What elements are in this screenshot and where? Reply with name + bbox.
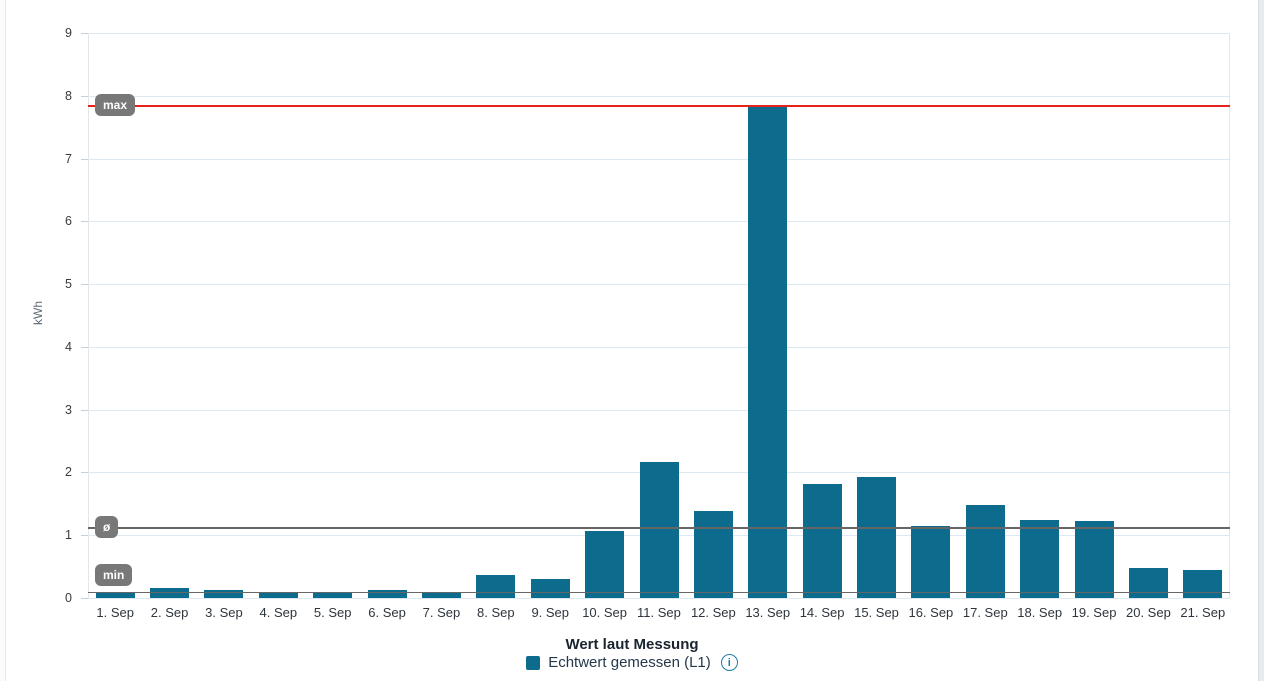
marker-line-avg: [88, 527, 1230, 529]
grid-line: [88, 346, 1230, 348]
info-icon[interactable]: i: [720, 654, 738, 671]
y-tick-mark: [81, 221, 88, 223]
x-tick-label: 18. Sep: [1017, 605, 1063, 620]
y-tick-label: 5: [65, 277, 72, 292]
bar[interactable]: [204, 590, 244, 598]
x-tick-label: 15. Sep: [854, 605, 899, 620]
marker-pill-max: max: [95, 93, 136, 116]
card-left-border: [0, 0, 6, 681]
x-tick-label: 20. Sep: [1126, 605, 1171, 620]
x-tick-label: 14. Sep: [799, 605, 845, 620]
legend-swatch: [526, 655, 541, 670]
grid-line: [88, 95, 1230, 97]
marker-line-min: [88, 591, 1230, 594]
x-tick-label: 8. Sep: [477, 605, 515, 620]
y-tick-label: 2: [65, 465, 72, 480]
y-tick-label: 4: [65, 339, 72, 354]
bar[interactable]: [1020, 520, 1060, 598]
x-tick-label: 3. Sep: [205, 605, 243, 620]
legend: Echtwert gemessen (L1) i: [0, 654, 1264, 671]
x-tick-label: 7. Sep: [422, 605, 461, 620]
x-tick-label: 21. Sep: [1180, 605, 1226, 620]
x-tick-label: 1. Sep: [96, 605, 134, 620]
bar[interactable]: [639, 461, 679, 598]
bar[interactable]: [95, 591, 135, 598]
grid-line: [88, 158, 1230, 160]
x-tick-label: 17. Sep: [962, 605, 1008, 620]
y-tick-mark: [81, 409, 88, 411]
bar[interactable]: [1074, 520, 1114, 598]
y-tick-mark: [81, 346, 88, 348]
x-tick-label: 6. Sep: [368, 605, 406, 620]
bar[interactable]: [1183, 569, 1223, 598]
bar[interactable]: [476, 575, 516, 598]
bar[interactable]: [530, 578, 570, 598]
x-tick-label: 11. Sep: [637, 605, 681, 620]
bar[interactable]: [802, 484, 842, 598]
plot-area: [88, 33, 1230, 599]
y-tick-mark: [81, 535, 88, 537]
y-tick-label: 7: [65, 151, 72, 166]
bar[interactable]: [857, 476, 897, 598]
y-tick-label: 8: [65, 88, 72, 103]
y-tick-label: 1: [65, 528, 72, 543]
x-tick-label: 4. Sep: [259, 605, 298, 620]
bar[interactable]: [367, 589, 407, 598]
bar[interactable]: [748, 104, 788, 598]
legend-label[interactable]: Echtwert gemessen (L1): [548, 654, 711, 671]
marker-pill-min: min: [95, 563, 133, 586]
y-axis-line: [88, 33, 89, 598]
bar[interactable]: [258, 591, 298, 598]
y-tick-mark: [81, 158, 88, 160]
y-tick-label: 0: [65, 591, 72, 605]
plot-right-border: [1229, 33, 1230, 598]
y-tick-mark: [81, 472, 88, 474]
grid-line: [88, 284, 1230, 286]
chart-title: Wert laut Messung: [565, 636, 699, 653]
x-tick-label: 13. Sep: [745, 605, 791, 620]
y-tick-mark: [81, 598, 88, 599]
x-tick-label: 2. Sep: [150, 605, 189, 620]
y-tick-label: 9: [65, 26, 72, 40]
grid-line: [88, 33, 1230, 34]
x-tick-label: 12. Sep: [690, 605, 736, 620]
grid-line: [88, 221, 1230, 223]
y-tick-mark: [81, 95, 88, 97]
y-tick-mark: [81, 33, 88, 34]
bar[interactable]: [313, 591, 353, 598]
y-tick-mark: [81, 284, 88, 286]
bar[interactable]: [693, 510, 733, 598]
x-tick-label: 5. Sep: [313, 605, 352, 620]
grid-line: [88, 598, 1230, 599]
x-tick-label: 9. Sep: [531, 605, 570, 620]
bar[interactable]: [911, 525, 951, 598]
x-tick-label: 10. Sep: [582, 605, 628, 620]
marker-pill-avg: ø: [95, 516, 119, 539]
bar[interactable]: [965, 505, 1005, 598]
scrollbar-track[interactable]: [1258, 0, 1264, 681]
marker-line-max: [88, 104, 1230, 107]
y-tick-label: 6: [65, 214, 72, 229]
x-tick-label: 16. Sep: [908, 605, 954, 620]
x-tick-label: 19. Sep: [1071, 605, 1117, 620]
bar[interactable]: [585, 530, 625, 598]
bar[interactable]: [421, 591, 461, 598]
y-tick-label: 3: [65, 402, 72, 417]
y-axis-unit-label: kWh: [31, 301, 45, 325]
bar[interactable]: [1128, 568, 1168, 598]
grid-line: [88, 409, 1230, 411]
